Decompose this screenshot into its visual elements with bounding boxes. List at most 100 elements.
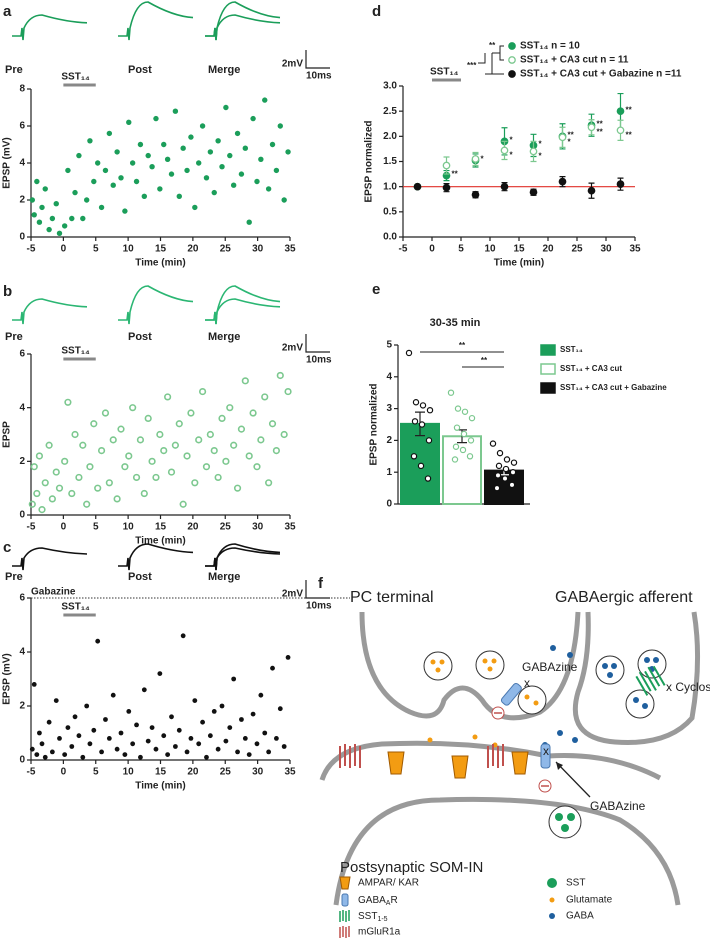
panel-letter: b <box>3 283 12 300</box>
point <box>168 171 175 177</box>
x-tick-label: 0 <box>61 522 67 533</box>
point <box>453 424 461 431</box>
point <box>442 183 451 192</box>
point <box>258 692 264 698</box>
point <box>114 149 120 155</box>
point <box>157 186 163 192</box>
point <box>83 500 91 508</box>
point <box>141 193 148 199</box>
point <box>230 182 237 188</box>
point <box>424 475 432 482</box>
point <box>461 408 469 415</box>
point <box>133 178 140 185</box>
point <box>223 104 229 111</box>
x-axis-title: Time (min) <box>494 258 544 269</box>
point <box>117 425 125 433</box>
point <box>110 182 116 188</box>
point <box>238 171 245 177</box>
legend-label: Glutamate <box>566 895 613 906</box>
x-tick-label: 0 <box>61 244 67 255</box>
point <box>277 123 283 129</box>
x-tick-label: 15 <box>155 244 167 255</box>
legend-icon <box>339 910 350 922</box>
x-tick-label: -5 <box>399 244 408 255</box>
x-tick-label: 15 <box>513 244 525 255</box>
point <box>71 430 79 439</box>
point <box>218 414 226 423</box>
y-tick-label: 1.5 <box>383 156 397 167</box>
point <box>258 156 264 162</box>
annotation: GABAzine <box>522 660 578 674</box>
point <box>86 463 94 471</box>
scale-label: 10ms <box>306 355 332 366</box>
scale-label: 2mV <box>282 59 303 70</box>
point <box>442 161 451 170</box>
point <box>130 741 136 747</box>
legend-marker <box>508 70 516 78</box>
point <box>103 717 108 722</box>
significance: * <box>568 137 572 146</box>
point <box>466 453 474 460</box>
point <box>99 749 104 755</box>
y-tick-label: 2.5 <box>383 106 397 117</box>
x-tick-label: 10 <box>123 522 135 533</box>
diagram: f PC terminal GABAergic afferent <box>318 575 710 938</box>
x-axis-title: Time (min) <box>135 536 185 547</box>
point <box>496 449 504 457</box>
significance: ** <box>597 119 604 128</box>
point <box>56 230 63 236</box>
point <box>125 452 133 460</box>
point <box>176 193 182 199</box>
point <box>65 725 71 730</box>
point <box>134 722 139 728</box>
point <box>242 145 249 151</box>
point <box>172 744 178 749</box>
point <box>137 141 144 148</box>
point <box>161 141 167 148</box>
point <box>65 167 71 174</box>
point <box>405 349 413 357</box>
significance: ** <box>626 105 633 114</box>
y-tick-label: 3.0 <box>383 81 397 92</box>
y-axis-title: EPSP normalized <box>369 383 380 465</box>
trace <box>12 547 88 571</box>
point <box>101 409 110 417</box>
point <box>198 387 207 396</box>
point <box>80 754 86 760</box>
scale-bar <box>305 50 330 69</box>
point <box>141 687 147 693</box>
point <box>57 736 62 741</box>
point <box>274 736 279 741</box>
point <box>277 706 283 712</box>
point <box>45 441 53 449</box>
point <box>87 741 93 747</box>
y-tick-label: 1 <box>386 467 392 478</box>
x-tick-label: 0 <box>61 767 67 778</box>
point <box>285 149 291 155</box>
ampar <box>387 751 529 779</box>
panel-letter: d <box>372 3 381 20</box>
point <box>246 219 252 225</box>
x-tick-label: 30 <box>600 244 612 255</box>
point <box>149 164 155 170</box>
y-tick-label: 2 <box>19 195 25 206</box>
x-tick-label: 10 <box>123 244 135 255</box>
x-tick-label: 30 <box>252 767 264 778</box>
point <box>121 463 129 471</box>
point <box>37 730 42 736</box>
panel-letter: e <box>372 281 380 298</box>
panel-letter: c <box>3 539 11 556</box>
point <box>254 741 260 747</box>
point <box>109 436 117 444</box>
point <box>223 738 229 744</box>
point <box>48 495 56 503</box>
legend-annotation: ** <box>489 41 496 50</box>
point <box>169 714 174 720</box>
point <box>79 441 87 449</box>
x-tick-label: -5 <box>27 244 36 255</box>
point <box>175 420 183 428</box>
point <box>227 725 233 730</box>
legend-icon <box>339 926 350 938</box>
point <box>126 119 132 126</box>
